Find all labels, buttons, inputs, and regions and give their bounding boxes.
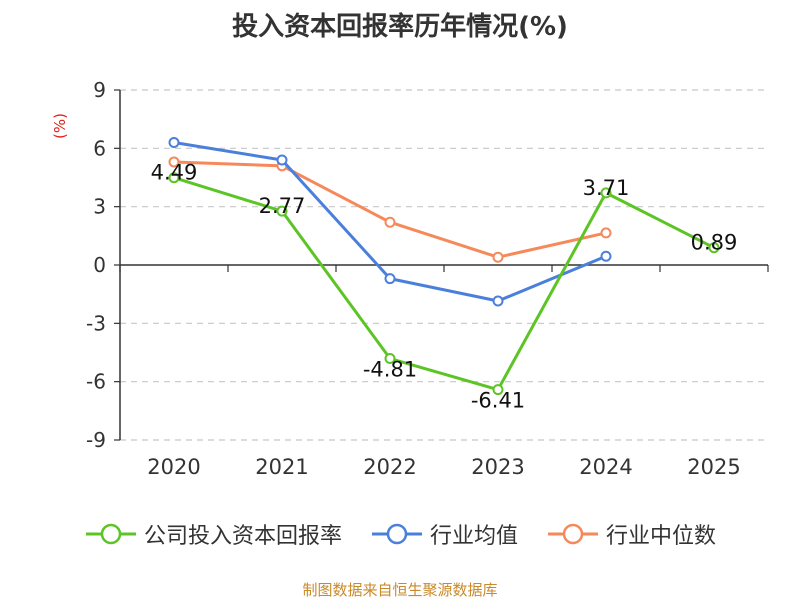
data-label: 0.89 xyxy=(691,231,738,255)
data-point-industry_avg xyxy=(492,295,504,307)
legend-label: 行业中位数 xyxy=(606,524,717,549)
y-tick-label: 3 xyxy=(93,195,106,219)
source-note: 制图数据来自恒生聚源数据库 xyxy=(302,581,498,599)
data-point-company xyxy=(384,353,396,365)
legend-marker-icon xyxy=(548,523,598,545)
data-point-industry_median xyxy=(492,251,504,263)
data-point-industry_median xyxy=(168,156,180,168)
data-label: -4.81 xyxy=(363,358,417,382)
data-point-industry_median xyxy=(600,227,612,239)
data-label: 3.71 xyxy=(583,176,630,200)
data-label: 4.49 xyxy=(151,161,198,185)
x-tick-label: 2023 xyxy=(471,455,524,479)
x-tick-label: 2021 xyxy=(255,455,308,479)
chart-title: 投入资本回报率历年情况(%) xyxy=(232,12,568,42)
legend-label: 行业均值 xyxy=(429,524,518,549)
data-point-company xyxy=(492,384,504,396)
legend: 公司投入资本回报率 行业均值 行业中位数 xyxy=(0,518,800,550)
y-tick-label: -9 xyxy=(86,428,106,452)
x-tick-label: 2020 xyxy=(147,455,200,479)
data-point-industry_avg xyxy=(600,250,612,262)
y-tick-label: 6 xyxy=(93,136,106,160)
legend-item-industry_avg[interactable]: 行业均值 xyxy=(370,518,518,550)
x-tick-label: 2022 xyxy=(363,455,416,479)
data-point-company xyxy=(600,187,612,199)
x-tick-label: 2025 xyxy=(687,455,740,479)
data-label: -6.41 xyxy=(471,389,525,413)
data-point-company xyxy=(276,205,288,217)
y-tick-label: 0 xyxy=(93,253,106,277)
data-point-industry_avg xyxy=(384,273,396,285)
y-tick-label: 9 xyxy=(93,78,106,102)
legend-item-industry_median[interactable]: 行业中位数 xyxy=(546,518,716,550)
legend-marker-icon xyxy=(371,523,422,545)
data-point-company xyxy=(168,172,180,184)
y-tick-label: -6 xyxy=(86,370,106,394)
x-tick-label: 2024 xyxy=(579,455,632,479)
data-point-company xyxy=(708,242,720,254)
data-point-industry_avg xyxy=(168,137,180,148)
legend-label: 公司投入资本回报率 xyxy=(143,524,342,549)
data-point-industry_avg xyxy=(276,154,288,166)
data-point-industry_median xyxy=(384,216,396,228)
data-label: 2.77 xyxy=(259,194,306,218)
y-axis-unit-label: (%) xyxy=(51,113,69,139)
series-line-company xyxy=(173,176,715,392)
y-tick-label: -3 xyxy=(86,311,106,335)
legend-marker-icon xyxy=(85,523,136,545)
legend-item-company[interactable]: 公司投入资本回报率 xyxy=(84,518,342,550)
series-line-industry_median xyxy=(173,160,607,259)
